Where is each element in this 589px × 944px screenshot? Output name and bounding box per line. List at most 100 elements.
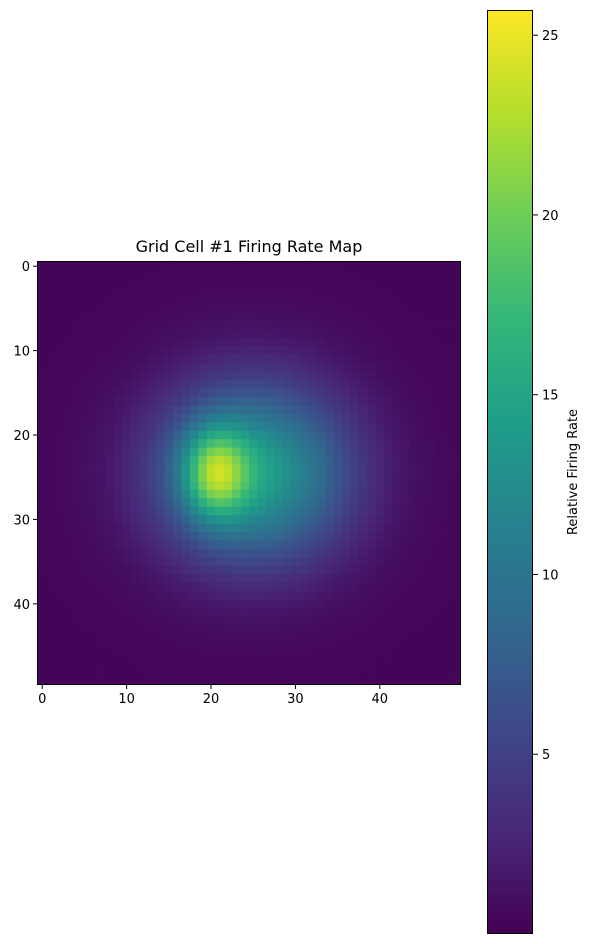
- heatmap-cell: [156, 540, 165, 550]
- heatmap-cell: [282, 548, 292, 558]
- heatmap-cell: [451, 574, 461, 584]
- heatmap-cell: [282, 304, 292, 313]
- heatmap-cell: [341, 464, 351, 474]
- heatmap-cell: [198, 608, 208, 617]
- heatmap-cell: [350, 675, 360, 685]
- heatmap-cell: [341, 337, 351, 347]
- heatmap-cell: [375, 540, 385, 550]
- heatmap-cell: [232, 430, 241, 440]
- heatmap-cell: [426, 591, 436, 600]
- heatmap-cell: [130, 591, 140, 600]
- heatmap-cell: [417, 667, 427, 676]
- heatmap-cell: [350, 540, 360, 550]
- heatmap-cell: [443, 616, 452, 626]
- heatmap-cell: [350, 489, 360, 499]
- heatmap-cell: [46, 413, 56, 423]
- heatmap-cell: [97, 397, 106, 406]
- heatmap-cell: [409, 295, 419, 305]
- heatmap-cell: [417, 633, 427, 643]
- heatmap-cell: [240, 430, 250, 440]
- heatmap-cell: [316, 430, 326, 440]
- heatmap-cell: [215, 439, 225, 449]
- heatmap-cell: [88, 329, 98, 339]
- heatmap-cell: [324, 371, 334, 381]
- heatmap-cell: [265, 439, 275, 449]
- heatmap-cell: [367, 270, 376, 280]
- heatmap-cell: [215, 675, 225, 685]
- heatmap-cell: [147, 337, 157, 347]
- heatmap-cell: [215, 616, 225, 626]
- heatmap-cell: [451, 430, 461, 440]
- heatmap-cell: [71, 422, 81, 432]
- heatmap-cell: [333, 363, 343, 373]
- heatmap-cell: [232, 624, 241, 634]
- heatmap-cell: [426, 624, 436, 634]
- heatmap-cell: [223, 599, 233, 609]
- heatmap-cell: [426, 574, 436, 584]
- heatmap-cell: [350, 565, 360, 575]
- heatmap-cell: [308, 388, 317, 398]
- heatmap-cell: [358, 523, 368, 533]
- heatmap-cell: [38, 641, 47, 651]
- heatmap-cell: [375, 295, 385, 305]
- heatmap-cell: [392, 481, 402, 491]
- heatmap-cell: [350, 498, 360, 508]
- heatmap-cell: [417, 380, 427, 389]
- heatmap-cell: [350, 262, 360, 271]
- heatmap-cell: [341, 515, 351, 524]
- heatmap-cell: [375, 456, 385, 465]
- heatmap-cell: [443, 608, 452, 617]
- heatmap-cell: [181, 591, 191, 600]
- heatmap-cell: [417, 304, 427, 313]
- heatmap-cell: [274, 346, 284, 356]
- heatmap-cell: [173, 574, 182, 584]
- heatmap-cell: [173, 397, 182, 406]
- heatmap-cell: [257, 464, 267, 474]
- heatmap-cell: [350, 388, 360, 398]
- heatmap-cell: [198, 397, 208, 406]
- heatmap-cell: [122, 523, 132, 533]
- heatmap-cell: [274, 337, 284, 347]
- heatmap-cell: [97, 405, 106, 415]
- heatmap-cell: [400, 515, 410, 524]
- heatmap-cell: [147, 430, 157, 440]
- heatmap-cell: [291, 532, 300, 541]
- heatmap-cell: [417, 557, 427, 567]
- heatmap-cell: [426, 616, 436, 626]
- heatmap-cell: [215, 658, 225, 668]
- heatmap-cell: [97, 413, 106, 423]
- heatmap-cell: [392, 565, 402, 575]
- heatmap-cell: [189, 439, 199, 449]
- heatmap-cell: [232, 346, 241, 356]
- heatmap-cell: [375, 287, 385, 297]
- heatmap-cell: [367, 456, 376, 465]
- heatmap-cell: [181, 498, 191, 508]
- heatmap-cell: [384, 371, 393, 381]
- heatmap-cell: [333, 506, 343, 516]
- heatmap-cell: [223, 295, 233, 305]
- heatmap-cell: [113, 582, 123, 592]
- heatmap-cell: [38, 582, 47, 592]
- heatmap-cell: [122, 498, 132, 508]
- heatmap-cell: [198, 523, 208, 533]
- heatmap-cell: [139, 599, 149, 609]
- heatmap-cell: [375, 624, 385, 634]
- heatmap-cell: [409, 371, 419, 381]
- colorbar-gradient: [487, 10, 533, 934]
- heatmap-cell: [105, 447, 115, 457]
- heatmap-cell: [198, 413, 208, 423]
- heatmap-cell: [97, 557, 106, 567]
- heatmap-cell: [358, 430, 368, 440]
- heatmap-cell: [274, 405, 284, 415]
- heatmap-cell: [240, 270, 250, 280]
- heatmap-cell: [71, 262, 81, 271]
- heatmap-cell: [409, 599, 419, 609]
- heatmap-cell: [409, 405, 419, 415]
- heatmap-cell: [113, 624, 123, 634]
- heatmap-cell: [54, 397, 64, 406]
- heatmap-cell: [358, 650, 368, 660]
- heatmap-cell: [426, 430, 436, 440]
- heatmap-cell: [265, 650, 275, 660]
- heatmap-cell: [240, 574, 250, 584]
- heatmap-cell: [426, 473, 436, 482]
